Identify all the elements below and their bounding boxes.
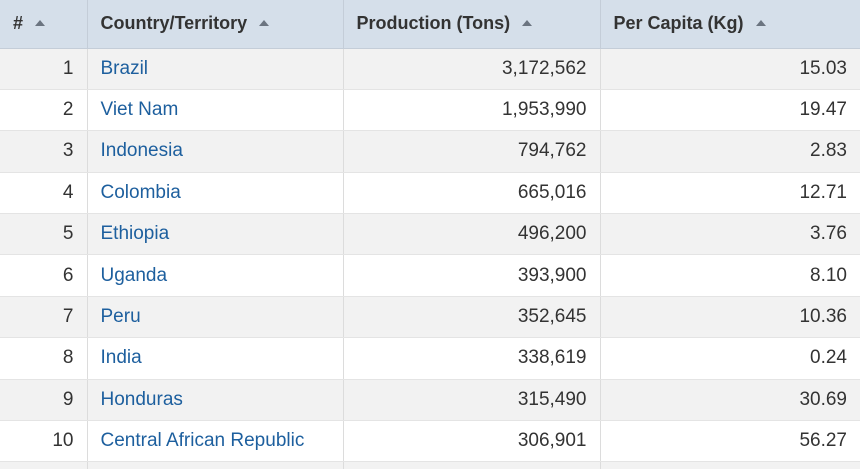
per-capita-cell: 19.47 bbox=[600, 89, 860, 132]
country-cell: Uganda bbox=[87, 254, 344, 297]
sort-ascending-icon bbox=[755, 19, 766, 26]
country-cell: Peru bbox=[87, 296, 344, 339]
per-capita-cell: 10.36 bbox=[600, 296, 860, 339]
country-cell: India bbox=[87, 337, 344, 380]
empty-cell bbox=[0, 461, 88, 469]
rank-cell: 9 bbox=[0, 379, 88, 422]
partial-table-row bbox=[0, 461, 860, 469]
country-cell: Viet Nam bbox=[87, 89, 344, 132]
rank-cell: 3 bbox=[0, 130, 88, 173]
per-capita-cell: 12.71 bbox=[600, 172, 860, 215]
country-cell: Indonesia bbox=[87, 130, 344, 173]
country-column-header[interactable]: Country/Territory bbox=[87, 0, 344, 49]
per-capita-cell: 56.27 bbox=[600, 420, 860, 463]
table-row: 8 India 338,619 0.24 bbox=[0, 337, 860, 380]
per-capita-cell: 8.10 bbox=[600, 254, 860, 297]
country-cell: Brazil bbox=[87, 48, 344, 90]
country-link[interactable]: Brazil bbox=[100, 57, 149, 79]
country-link[interactable]: Central African Republic bbox=[100, 430, 305, 452]
rank-header-label: # bbox=[13, 13, 24, 34]
table-row: 2 Viet Nam 1,953,990 19.47 bbox=[0, 89, 860, 132]
rank-cell: 6 bbox=[0, 254, 88, 297]
rank-cell: 1 bbox=[0, 48, 88, 90]
production-cell: 352,645 bbox=[343, 296, 601, 339]
country-link[interactable]: Indonesia bbox=[100, 140, 183, 162]
table-row: 5 Ethiopia 496,200 3.76 bbox=[0, 213, 860, 256]
country-link[interactable]: Colombia bbox=[100, 181, 181, 203]
per-capita-cell: 15.03 bbox=[600, 48, 860, 90]
rank-column-header[interactable]: # bbox=[0, 0, 88, 49]
empty-cell bbox=[600, 461, 860, 469]
rank-cell: 5 bbox=[0, 213, 88, 256]
production-cell: 338,619 bbox=[343, 337, 601, 380]
empty-cell bbox=[87, 461, 344, 469]
production-cell: 3,172,562 bbox=[343, 48, 601, 90]
production-header-label: Production (Tons) bbox=[356, 13, 511, 34]
table-row: 1 Brazil 3,172,562 15.03 bbox=[0, 48, 860, 90]
country-header-label: Country/Territory bbox=[100, 13, 248, 34]
rank-cell: 7 bbox=[0, 296, 88, 339]
country-cell: Ethiopia bbox=[87, 213, 344, 256]
sort-ascending-icon bbox=[259, 19, 270, 26]
sort-ascending-icon bbox=[522, 19, 533, 26]
per-capita-header-label: Per Capita (Kg) bbox=[613, 13, 744, 34]
production-cell: 315,490 bbox=[343, 379, 601, 422]
country-link[interactable]: Uganda bbox=[100, 264, 168, 286]
country-link[interactable]: India bbox=[100, 347, 142, 369]
production-cell: 794,762 bbox=[343, 130, 601, 173]
table-row: 3 Indonesia 794,762 2.83 bbox=[0, 130, 860, 173]
production-cell: 665,016 bbox=[343, 172, 601, 215]
country-link[interactable]: Peru bbox=[100, 306, 141, 328]
production-cell: 1,953,990 bbox=[343, 89, 601, 132]
table-body: 1 Brazil 3,172,562 15.03 2 Viet Nam 1,953,990 1… bbox=[0, 48, 860, 469]
per-capita-cell: 3.76 bbox=[600, 213, 860, 256]
per-capita-cell: 30.69 bbox=[600, 379, 860, 422]
per-capita-cell: 0.24 bbox=[600, 337, 860, 380]
country-cell: Colombia bbox=[87, 172, 344, 215]
table-header: # Country/Territory Production (Tons) Pe… bbox=[0, 0, 860, 49]
header-row: # Country/Territory Production (Tons) Pe… bbox=[0, 0, 860, 49]
table-row: 9 Honduras 315,490 30.69 bbox=[0, 379, 860, 422]
country-link[interactable]: Honduras bbox=[100, 388, 183, 410]
production-cell: 306,901 bbox=[343, 420, 601, 463]
rank-cell: 2 bbox=[0, 89, 88, 132]
empty-cell bbox=[343, 461, 601, 469]
table-row: 6 Uganda 393,900 8.10 bbox=[0, 254, 860, 297]
per-capita-column-header[interactable]: Per Capita (Kg) bbox=[600, 0, 860, 49]
country-link[interactable]: Ethiopia bbox=[100, 223, 170, 245]
country-cell: Central African Republic bbox=[87, 420, 344, 463]
production-cell: 393,900 bbox=[343, 254, 601, 297]
table-row: 10 Central African Republic 306,901 56.27 bbox=[0, 420, 860, 463]
production-cell: 496,200 bbox=[343, 213, 601, 256]
table-row: 4 Colombia 665,016 12.71 bbox=[0, 172, 860, 215]
production-column-header[interactable]: Production (Tons) bbox=[343, 0, 601, 49]
country-link[interactable]: Viet Nam bbox=[100, 99, 179, 121]
table-row: 7 Peru 352,645 10.36 bbox=[0, 296, 860, 339]
country-cell: Honduras bbox=[87, 379, 344, 422]
per-capita-cell: 2.83 bbox=[600, 130, 860, 173]
sort-ascending-icon bbox=[35, 19, 46, 26]
rank-cell: 8 bbox=[0, 337, 88, 380]
rank-cell: 10 bbox=[0, 420, 88, 463]
rank-cell: 4 bbox=[0, 172, 88, 215]
